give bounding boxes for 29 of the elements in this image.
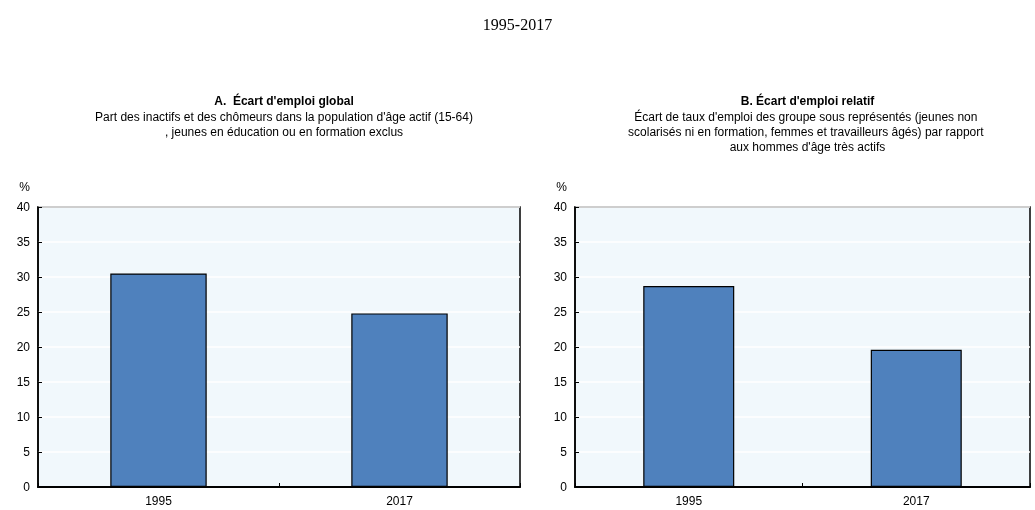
y-axis-title: %: [556, 180, 568, 194]
y-tick-label: 10: [553, 410, 568, 424]
y-tick-label: 20: [16, 340, 31, 354]
chart-subtitle: Écart de taux d'emploi des groupe sous représentés (jeunes non scolarisés ni en formation, femmes et travailleurs âgés) par rapport aux hommes d'âge très actifs: [628, 108, 987, 154]
y-tick-label: 35: [553, 235, 568, 249]
x-tick-label: 1995: [145, 494, 173, 508]
y-tick-label: 30: [16, 270, 31, 284]
y-axis-title: %: [19, 180, 31, 194]
chart-title: B. Écart d'emploi relatif: [740, 93, 876, 108]
y-tick-label: 5: [23, 445, 31, 459]
y-tick-label: 15: [16, 375, 31, 389]
text: 1995-2017: [481, 16, 554, 34]
y-tick-label: 10: [16, 410, 31, 424]
y-tick-label: 20: [553, 340, 568, 354]
y-tick-label: 15: [553, 375, 568, 389]
y-tick-label: 0: [23, 480, 31, 494]
x-tick-label: 2017: [386, 494, 414, 508]
y-tick-label: 30: [553, 270, 568, 284]
y-tick-label: 40: [553, 200, 568, 214]
x-tick-label: 1995: [675, 494, 703, 508]
chart-title: A. Écart d'emploi global: [214, 93, 354, 108]
y-tick-label: 25: [16, 305, 31, 319]
y-tick-label: 40: [16, 200, 31, 214]
y-tick-label: 5: [560, 445, 568, 459]
y-tick-label: 25: [553, 305, 568, 319]
x-tick-label: 2017: [902, 494, 930, 508]
chart-subtitle: Part des inactifs et des chômeurs dans la population d'âge actif (15-64), jeunes en éducation ou en formation exclus: [95, 109, 473, 139]
y-tick-label: 0: [560, 480, 568, 494]
y-tick-label: 35: [16, 235, 31, 249]
